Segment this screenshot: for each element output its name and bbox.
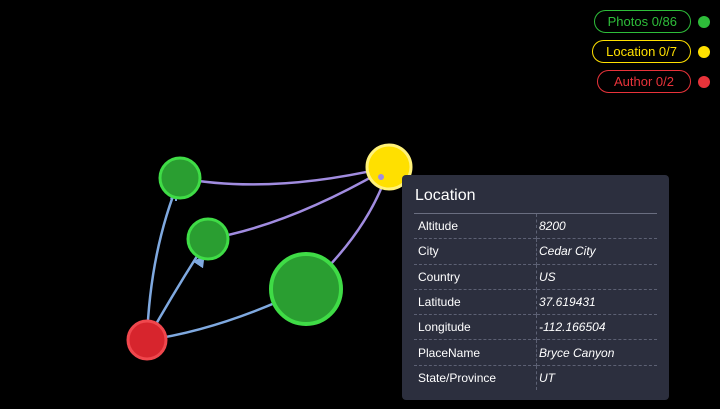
property-value: Bryce Canyon (536, 339, 657, 366)
table-row: State/Province UT (414, 364, 657, 391)
legend-label-photos[interactable]: Photos 0/86 (593, 10, 691, 33)
table-row: City Cedar City (414, 238, 657, 265)
property-value: UT (536, 364, 657, 391)
legend-item-location[interactable]: Location 0/7 (592, 40, 710, 63)
author-edge (145, 177, 182, 341)
property-key: Latitude (414, 288, 537, 315)
node-tooltip: Location Altitude 8200 City Cedar City C… (402, 175, 669, 400)
legend-item-photos[interactable]: Photos 0/86 (593, 10, 710, 33)
table-row: Latitude 37.619431 (414, 288, 657, 315)
author-node[interactable] (126, 319, 168, 361)
tooltip-title: Location (415, 187, 476, 204)
location-edge (207, 165, 390, 241)
graph-nodes (126, 143, 413, 361)
property-value: 37.619431 (536, 288, 657, 315)
table-row: PlaceName Bryce Canyon (414, 339, 657, 366)
table-row: Country US (414, 263, 657, 290)
legend: Photos 0/86 Location 0/7 Author 0/2 (592, 10, 710, 93)
edge-endpoint (378, 174, 384, 180)
property-value: -112.166504 (536, 314, 657, 340)
property-value: Cedar City (536, 238, 657, 265)
property-key: State/Province (414, 364, 537, 391)
table-row: Longitude -112.166504 (414, 314, 657, 340)
legend-label-author[interactable]: Author 0/2 (597, 70, 691, 93)
author-color-dot (698, 75, 710, 88)
property-value: 8200 (536, 212, 657, 239)
photo-node[interactable] (269, 252, 343, 326)
photo-node[interactable] (186, 217, 230, 261)
tooltip-properties-table: Altitude 8200 City Cedar City Country US… (414, 212, 657, 391)
property-value: US (536, 263, 657, 290)
property-key: Country (414, 263, 537, 290)
photos-color-dot (698, 15, 710, 28)
location-color-dot (698, 45, 710, 58)
table-row: Altitude 8200 (414, 212, 657, 239)
photo-node[interactable] (158, 156, 202, 200)
property-key: Longitude (414, 314, 537, 340)
property-key: PlaceName (414, 339, 537, 366)
location-node[interactable] (365, 143, 413, 191)
location-edge (179, 165, 390, 186)
property-key: City (414, 238, 537, 265)
property-key: Altitude (414, 212, 537, 239)
legend-item-author[interactable]: Author 0/2 (597, 70, 710, 93)
legend-label-location[interactable]: Location 0/7 (592, 40, 691, 63)
